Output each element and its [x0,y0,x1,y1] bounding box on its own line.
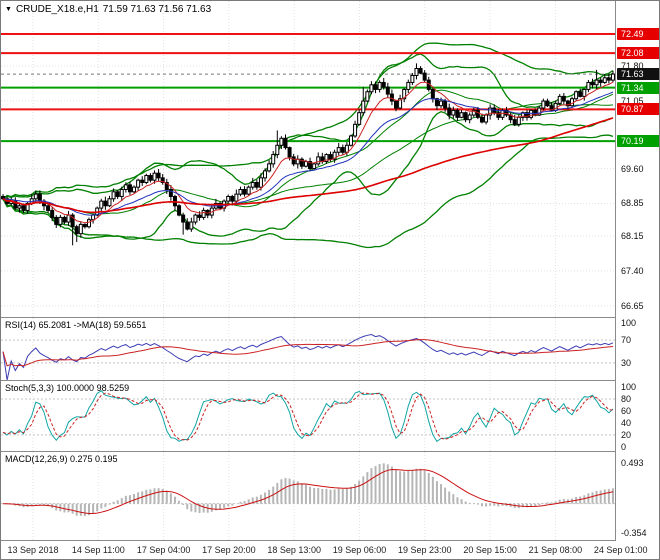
panel-resize-handle[interactable] [1,540,659,541]
chart-marker-icon: ▼ [5,6,12,13]
price-tick-label: 0.493 [621,457,644,468]
stochastic-plot[interactable]: Stoch(5,3,3) 100.0000 98.5259 [1,381,615,451]
symbol-timeframe-label: CRUDE_X18.e,H1 [15,4,99,15]
price-tick-label: 71.05 [621,96,644,107]
price-tick-label: 60 [621,405,632,416]
time-axis[interactable]: 13 Sep 2018 14 Sep 11:00 17 Sep 04:00 17 Se… [1,541,659,559]
price-level-badge: 72.49 [617,28,659,41]
price-tick-label: 40 [621,417,632,428]
stochastic-canvas [1,381,615,451]
rsi-plot[interactable]: RSI(14) 65.2081 ->MA(18) 59.5651 [1,318,615,380]
price-tick-label: 0 [621,441,627,452]
price-axis[interactable]: 71.80 71.05 69.60 68.85 68.15 67.40 66.65 72.49… [615,1,659,541]
price-level-badge: 70.19 [617,135,659,148]
panel-resize-handle[interactable] [1,380,659,381]
time-label: 13 Sep 2018 [7,545,59,555]
ohlc-values: 71.59 71.63 71.56 71.63 [102,4,212,15]
macd-plot[interactable]: MACD(12,26,9) 0.275 0.195 [1,452,615,540]
rsi-canvas [1,318,615,380]
price-tick-label: 66.65 [621,300,644,311]
time-label: 18 Sep 13:00 [267,545,321,555]
price-tick-label: 30 [621,357,632,368]
price-tick-label: 68.15 [621,231,644,242]
price-chart-plot[interactable]: ▼ CRUDE_X18.e,H1 71.59 71.63 71.56 71.63 [1,1,615,317]
macd-canvas [1,452,615,540]
price-level-badge: 70.87 [617,103,659,116]
stochastic-label: Stoch(5,3,3) 100.0000 98.5259 [5,383,130,393]
price-tick-label: -0.354 [621,527,647,538]
current-price-badge: 71.63 [617,68,659,81]
time-label: 17 Sep 04:00 [136,545,191,555]
price-tick-label: 67.40 [621,265,644,276]
rsi-label: RSI(14) 65.2081 ->MA(18) 59.5651 [5,320,147,330]
price-tick-label: 100 [621,381,637,392]
price-tick-label: 20 [621,429,632,440]
chart-header: ▼ CRUDE_X18.e,H1 71.59 71.63 71.56 71.63 [5,4,215,15]
price-tick-label: 70 [621,335,632,346]
price-tick-label: 100 [621,318,637,329]
price-level-badge: 72.08 [617,47,659,60]
price-tick-label: 68.85 [621,198,644,209]
time-label: 17 Sep 20:00 [202,545,256,555]
time-label: 24 Sep 01:00 [593,545,648,555]
time-label: 14 Sep 11:00 [71,545,125,555]
time-label: 21 Sep 08:00 [528,545,583,555]
panel-resize-handle[interactable] [1,317,659,318]
time-label: 19 Sep 23:00 [398,545,452,555]
time-label: 19 Sep 06:00 [332,545,387,555]
macd-label: MACD(12,26,9) 0.275 0.195 [5,454,118,464]
price-chart-canvas [1,1,615,317]
price-tick-label: 80 [621,393,632,404]
time-label: 20 Sep 15:00 [463,545,517,555]
panel-resize-handle[interactable] [1,451,659,452]
price-tick-label: 69.60 [621,163,644,174]
price-level-badge: 71.34 [617,81,659,94]
price-tick-label: 71.80 [621,61,644,72]
